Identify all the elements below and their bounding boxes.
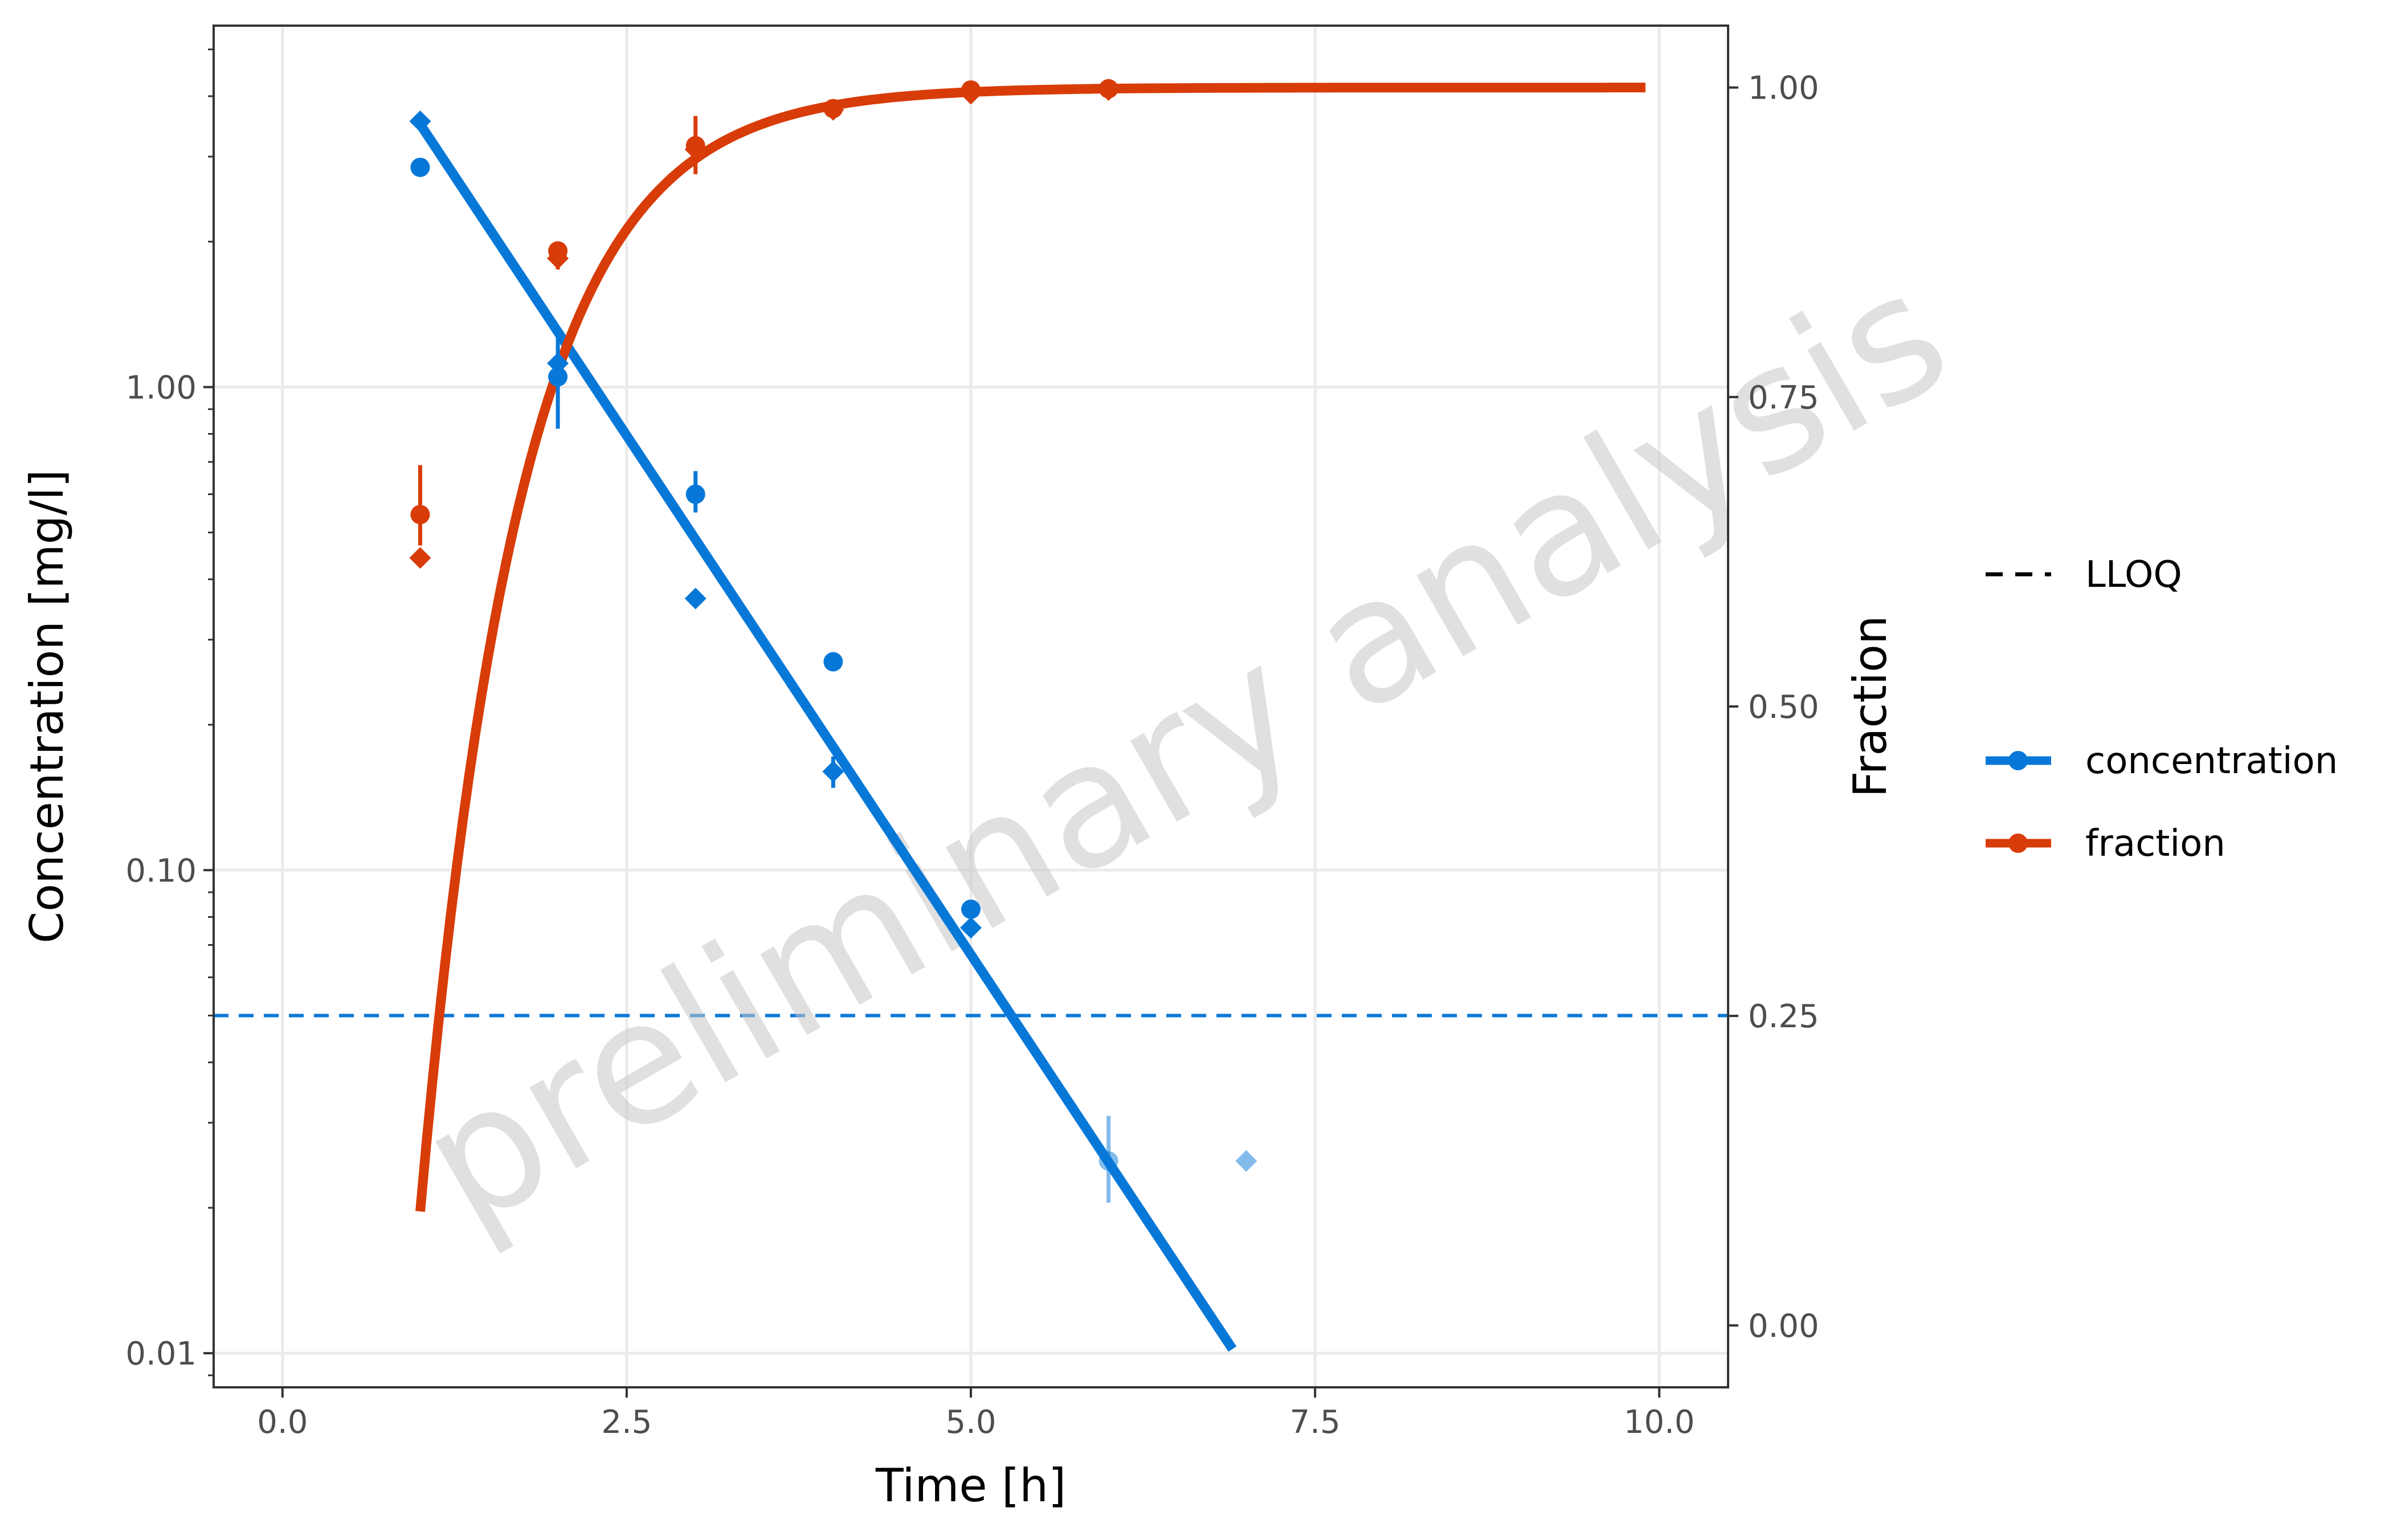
y2-axis-title: Fraction — [1844, 615, 1897, 797]
concentration-point-diamond — [960, 917, 982, 939]
y2-tick-label: 0.00 — [1748, 1308, 1819, 1345]
legend-key-point-fraction — [2008, 834, 2028, 853]
y2-tick-label: 0.75 — [1748, 379, 1819, 416]
x-tick-label: 2.5 — [601, 1404, 652, 1441]
concentration-point-circle — [961, 899, 981, 919]
legend-label-LLOQ: LLOQ — [2085, 554, 2182, 596]
legend-label-concentration: concentration — [2085, 740, 2338, 782]
y-axis-title: Concentration [mg/l] — [21, 469, 73, 943]
fraction-curve — [415, 83, 1645, 1212]
fraction-point-circle — [823, 99, 843, 119]
y2-tick-label: 1.00 — [1748, 70, 1819, 107]
x-tick-label: 5.0 — [945, 1404, 996, 1441]
y2-tick-label: 0.50 — [1748, 689, 1819, 726]
grid-lines — [214, 26, 1728, 1387]
x-tick-label: 10.0 — [1624, 1404, 1695, 1441]
concentration-point-diamond — [822, 761, 844, 783]
concentration-point-circle — [1099, 1151, 1118, 1171]
concentration-line — [416, 121, 1237, 1352]
concentration-point-circle — [685, 484, 705, 504]
legend-label-fraction: fraction — [2085, 823, 2225, 865]
concentration-point-diamond — [409, 110, 431, 132]
y-tick-label: 0.01 — [125, 1335, 197, 1372]
y2-tick-label: 0.25 — [1748, 998, 1819, 1035]
fraction-point-circle — [685, 136, 705, 156]
fraction-point-circle — [548, 241, 568, 261]
concentration-point-diamond — [1235, 1150, 1257, 1172]
x-tick-label: 7.5 — [1290, 1404, 1341, 1441]
y-tick-label: 1.00 — [125, 369, 197, 406]
y-tick-label: 0.10 — [125, 852, 197, 889]
concentration-point-circle — [548, 367, 568, 387]
fraction-point-diamond — [409, 547, 431, 569]
fraction-point-circle — [961, 80, 981, 100]
chart-marks — [409, 79, 1645, 1352]
x-tick-label: 0.0 — [257, 1404, 308, 1441]
fraction-point-circle — [1099, 79, 1118, 99]
concentration-point-diamond — [684, 587, 707, 610]
legend-key-point-concentration — [2008, 751, 2028, 770]
concentration-point-circle — [410, 157, 430, 177]
legend: LLOQ concentration fraction — [1986, 554, 2338, 865]
axes: 0.0 2.5 5.0 7.5 10.0 0.01 0.10 1.00 0.00 0.25 0.50… — [125, 48, 1819, 1441]
concentration-point-circle — [823, 652, 843, 672]
x-axis-title: Time [h] — [875, 1459, 1066, 1512]
fraction-point-circle — [410, 505, 430, 525]
